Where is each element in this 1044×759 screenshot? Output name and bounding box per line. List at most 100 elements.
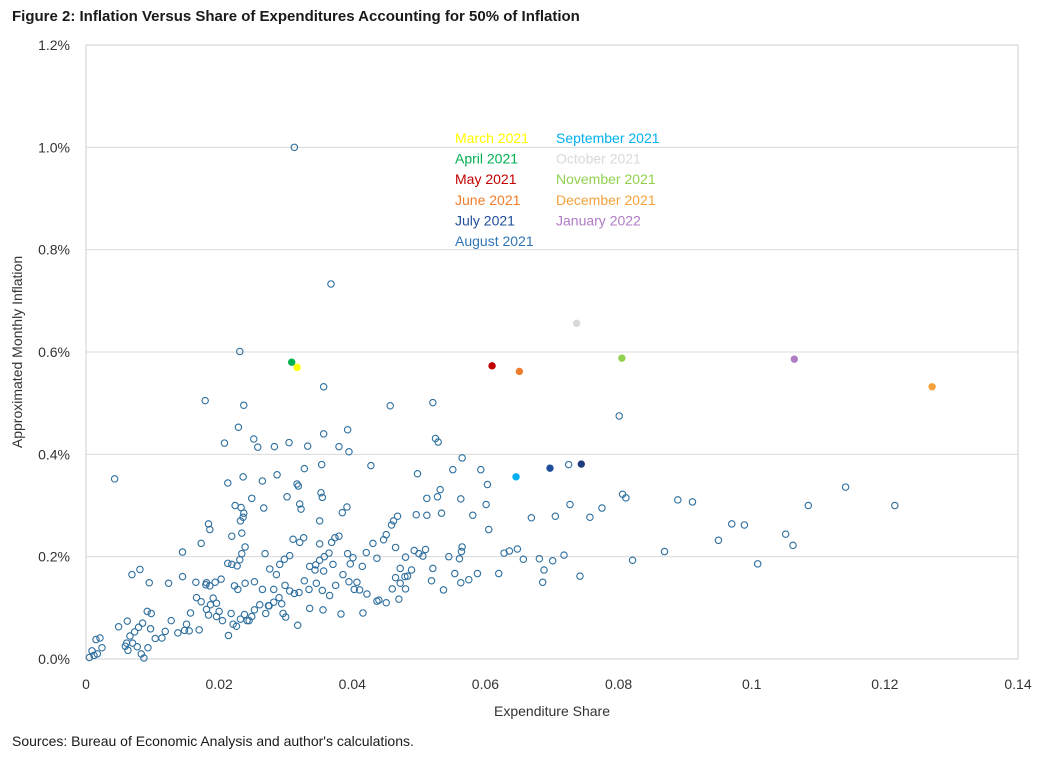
scatter-point [315,517,324,525]
scatter-point [277,599,286,608]
scatter-point [315,540,324,548]
scatter-point [423,511,431,519]
scatter-point [290,143,299,152]
scatter-point [294,482,303,490]
figure-title: Figure 2: Inflation Versus Share of Expe… [12,8,580,25]
scatter-point [427,576,436,585]
scatter-point [238,529,246,537]
highlighted-month-point [488,362,496,370]
scatter-point [363,590,371,598]
scatter-point [174,629,182,637]
scatter-point [355,586,364,594]
scatter-point [391,573,400,582]
x-tick-label: 0.12 [871,676,898,692]
scatter-point [457,495,465,503]
scatter-point [270,442,279,451]
scatter-point [281,581,289,590]
scatter-point [303,442,312,450]
scatter-point [350,585,359,594]
scatter-point [458,454,466,462]
legend-entry: January 2022 [556,212,641,228]
scatter-point [401,585,410,593]
scatter-point [319,606,327,614]
scatter-point [239,473,247,481]
scatter-point [229,620,237,628]
scatter-point [130,628,139,636]
scatter-point [265,602,273,610]
scatter-point [269,598,278,606]
scatter-point [228,532,236,540]
scatter-point [290,589,299,598]
scatter-point [228,560,236,569]
scatter-point [359,609,367,617]
scatter-point [315,556,324,564]
scatter-point [123,617,132,625]
scatter-point [423,494,431,503]
scatter-point [358,562,367,571]
scatter-point [305,562,314,571]
scatter-point [325,549,333,557]
scatter-point [283,493,291,501]
y-tick-label: 1.2% [38,37,70,53]
scatter-point [382,598,390,607]
scatter-point [429,564,437,573]
scatter-point [353,578,361,586]
scatter-point [362,548,371,557]
scatter-point [615,412,623,420]
scatter-point [804,501,813,510]
scatter-point [586,513,594,522]
highlighted-month-point [288,358,296,366]
scatter-point [250,435,258,443]
scatter-point [343,549,352,558]
scatter-point [727,520,736,528]
x-axis-label: Expenditure Share [494,703,610,719]
scatter-point [261,609,270,618]
scatter-point [233,562,241,570]
scatter-point [343,503,351,511]
scatter-point [455,554,464,563]
scatter-point [136,565,144,574]
scatter-point [327,280,335,288]
scatter-point [134,623,143,632]
scatter-point [451,569,459,578]
scatter-point [327,538,336,547]
scatter-point [236,615,245,623]
scatter-point [273,471,281,479]
scatter-point [407,566,416,574]
scatter-point [740,521,749,529]
highlighted-month-point [572,319,581,328]
scatter-point [206,582,214,590]
scatter-point [373,597,381,605]
scatter-point [202,581,210,589]
scatter-point [789,541,797,550]
scatter-point [841,483,850,491]
scatter-point [349,553,357,562]
scatter-point [688,498,697,506]
scatter-point [201,396,209,405]
scatter-point [186,609,195,617]
highlighted-month-point [928,383,936,391]
scatter-point [212,612,221,621]
scatter-point [248,494,256,503]
scatter-point [245,616,253,625]
y-tick-labels: 0.0% 0.2% 0.4% 0.6% 0.8% 1.0% 1.2% [38,37,70,667]
scatter-point [403,572,412,580]
legend-entry: November 2021 [556,171,656,187]
scatter-point [319,430,328,438]
scatter-point [259,504,268,512]
scatter-point [318,586,327,595]
scatter-point [250,577,259,586]
y-tick-label: 0.6% [38,344,70,360]
scatter-point [482,500,490,509]
highlighted-month-point [577,460,585,468]
scatter-point [458,543,466,551]
scatter-point [477,465,485,474]
scatter-point [297,505,305,513]
scatter-point [540,566,548,574]
highlighted-month-point [515,367,524,376]
scatter-point [439,586,448,594]
scatter-point [93,650,102,658]
scatter-point [138,619,147,627]
scatter-point [379,536,388,544]
scatter-point [161,627,169,636]
